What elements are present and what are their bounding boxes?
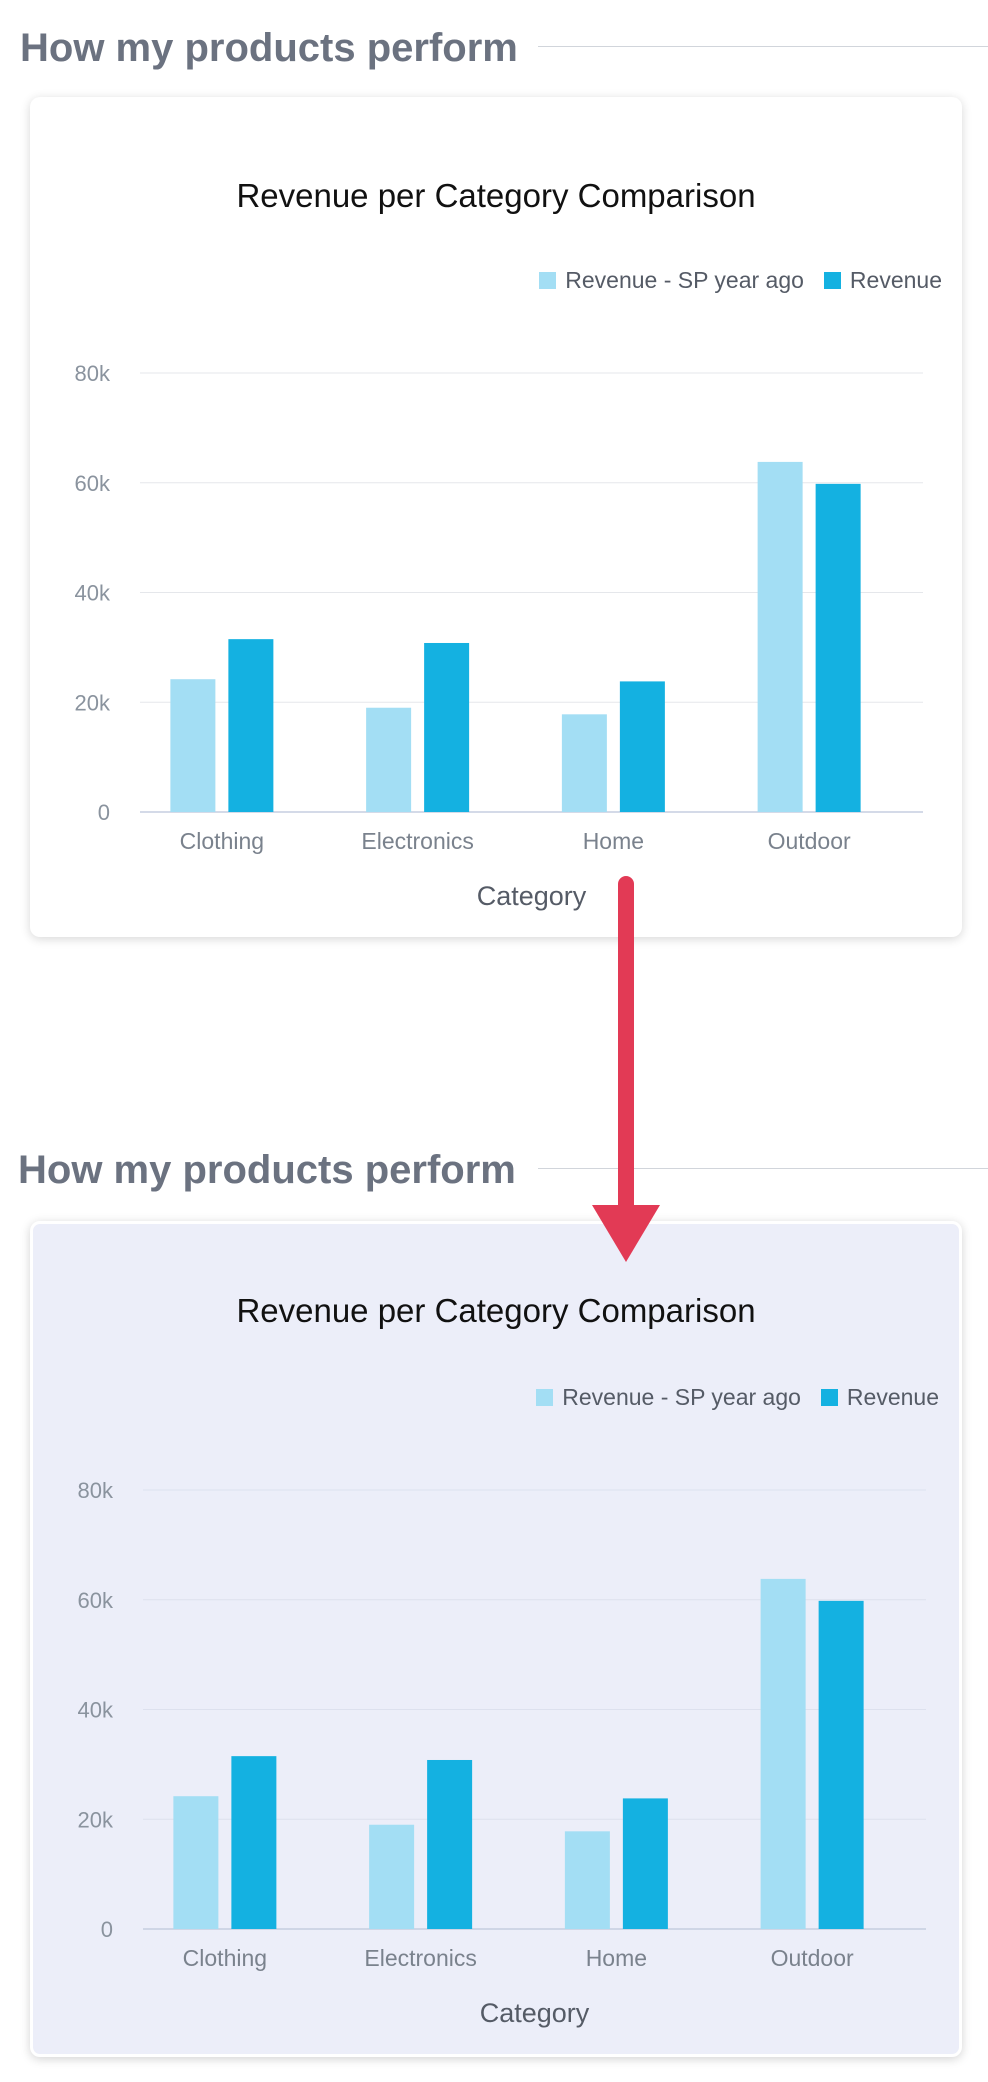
legend-item-curr[interactable]: Revenue xyxy=(823,266,942,294)
legend-item-prev[interactable]: Revenue - SP year ago xyxy=(536,1384,801,1411)
y-tick-label: 60k xyxy=(78,1588,114,1613)
chart-title: Revenue per Category Comparison xyxy=(236,1292,756,1329)
chart-title: Revenue per Category Comparison xyxy=(236,177,756,214)
bar-curr-home xyxy=(619,681,665,812)
bar-chart-plot: 0 20k 40k 60k 80k Clothing Electronics Home Outd… xyxy=(78,1478,926,2028)
x-axis-title: Category xyxy=(480,1998,590,2028)
chart-legend[interactable]: Revenue - SP year ago Revenue xyxy=(536,1382,939,1412)
x-tick-label: Home xyxy=(586,1945,647,1971)
bar-prev-home xyxy=(561,714,607,812)
legend-swatch-curr xyxy=(820,1388,838,1406)
bar-prev-electronics xyxy=(369,1824,415,1929)
y-tick-label: 20k xyxy=(78,1807,114,1832)
bar-curr-electronics xyxy=(427,1759,473,1929)
x-tick-label: Home xyxy=(583,828,644,854)
bar-prev-clothing xyxy=(170,679,216,812)
y-tick-label: 40k xyxy=(78,1698,114,1723)
legend-item-curr[interactable]: Revenue xyxy=(820,1383,939,1411)
legend-label-prev: Revenue - SP year ago xyxy=(565,266,804,293)
bar-curr-clothing xyxy=(231,1756,277,1929)
y-tick-label: 0 xyxy=(101,1917,113,1942)
bar-prev-clothing xyxy=(173,1796,219,1929)
heading-divider xyxy=(538,46,988,47)
y-tick-label: 20k xyxy=(75,690,111,715)
bar-curr-electronics xyxy=(424,642,470,812)
y-tick-label: 80k xyxy=(75,361,111,386)
bar-curr-outdoor xyxy=(815,483,861,812)
chart-card-highlighted[interactable]: Revenue per Category Comparison Revenue … xyxy=(30,1221,962,2057)
legend-label-curr: Revenue xyxy=(846,1383,939,1410)
legend-label-curr: Revenue xyxy=(849,266,942,293)
y-tick-label: 40k xyxy=(75,581,111,606)
legend-swatch-curr xyxy=(823,271,841,289)
legend-swatch-prev xyxy=(536,1388,554,1406)
legend-swatch-prev xyxy=(539,271,557,289)
x-tick-label: Outdoor xyxy=(771,1945,854,1971)
y-tick-label: 80k xyxy=(78,1478,114,1503)
bar-curr-home xyxy=(622,1798,668,1929)
section-heading: How my products perform xyxy=(18,1148,516,1192)
bar-curr-outdoor xyxy=(818,1600,864,1929)
performance-section-default: How my products perform Revenue per Cate… xyxy=(0,24,988,944)
x-tick-label: Clothing xyxy=(180,828,264,854)
bar-prev-outdoor xyxy=(757,461,803,812)
x-axis-title: Category xyxy=(477,881,587,911)
section-heading: How my products perform xyxy=(20,26,518,70)
x-tick-label: Outdoor xyxy=(768,828,851,854)
x-tick-label: Clothing xyxy=(183,1945,267,1971)
x-tick-label: Electronics xyxy=(364,1945,476,1971)
legend-item-prev[interactable]: Revenue - SP year ago xyxy=(539,267,804,294)
bar-prev-home xyxy=(564,1831,610,1929)
y-tick-label: 60k xyxy=(75,471,111,496)
bar-curr-clothing xyxy=(228,639,274,812)
chart-card[interactable]: Revenue per Category Comparison Revenue … xyxy=(30,97,962,937)
legend-label-prev: Revenue - SP year ago xyxy=(562,1383,801,1410)
y-tick-label: 0 xyxy=(98,800,110,825)
heading-divider xyxy=(538,1168,988,1169)
bar-prev-outdoor xyxy=(760,1578,806,1929)
x-tick-label: Electronics xyxy=(361,828,473,854)
chart-legend[interactable]: Revenue - SP year ago Revenue xyxy=(539,265,942,295)
bar-prev-electronics xyxy=(366,707,412,812)
performance-section-highlighted: How my products perform Revenue per Cate… xyxy=(0,1146,988,2076)
bar-chart-plot: 0 20k 40k 60k 80k Clothing Electronics Home Outd… xyxy=(75,361,923,911)
